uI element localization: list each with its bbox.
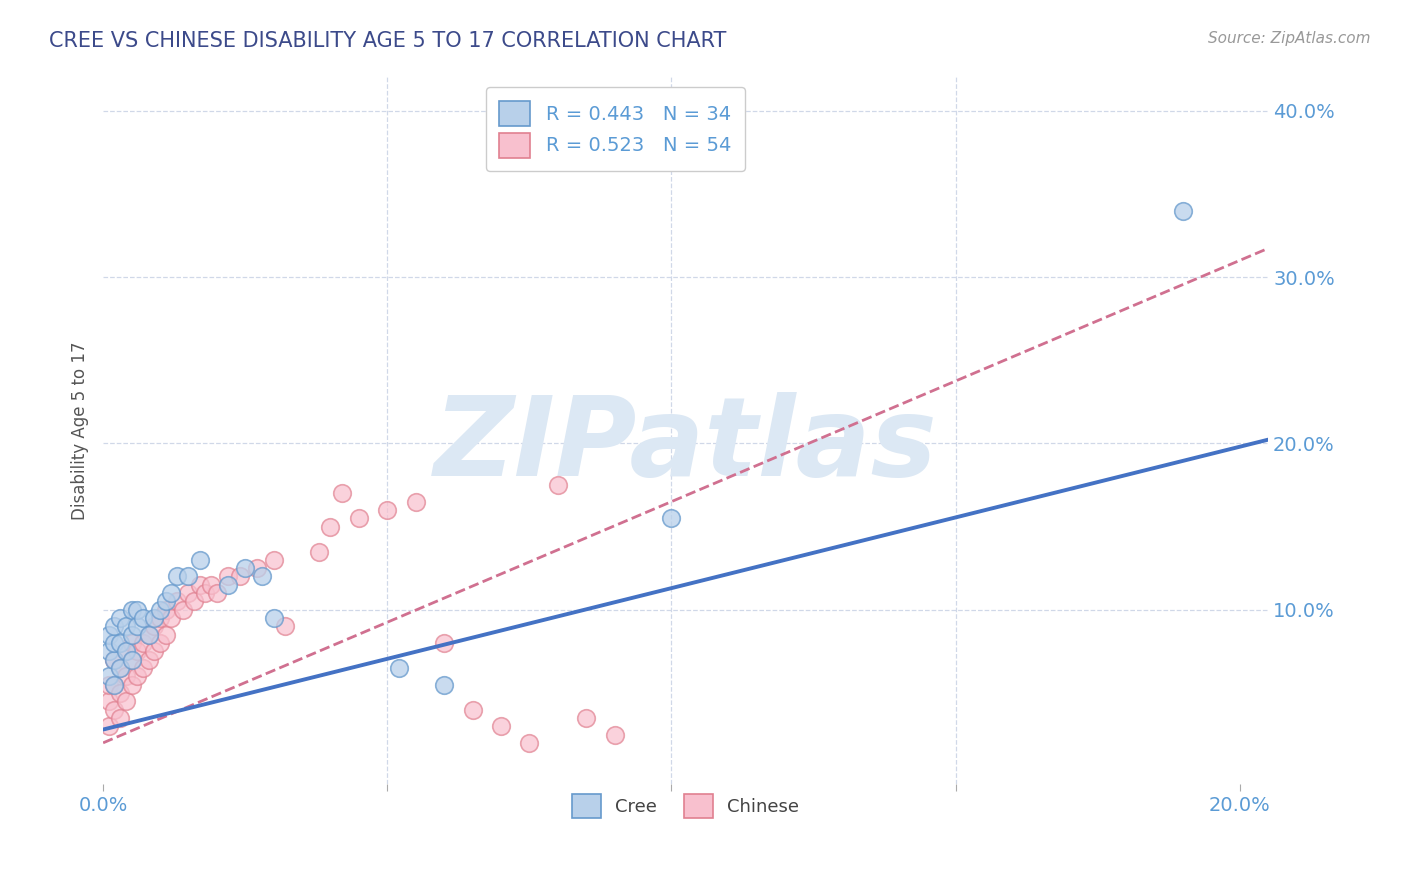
Point	[108, 611, 131, 625]
Point	[274, 619, 297, 633]
Point	[143, 644, 166, 658]
Point	[489, 719, 512, 733]
Point	[132, 636, 155, 650]
Point	[132, 611, 155, 625]
Point	[188, 578, 211, 592]
Point	[121, 678, 143, 692]
Text: Source: ZipAtlas.com: Source: ZipAtlas.com	[1208, 31, 1371, 46]
Point	[97, 644, 120, 658]
Point	[217, 569, 239, 583]
Point	[97, 678, 120, 692]
Point	[547, 478, 569, 492]
Point	[103, 619, 125, 633]
Point	[188, 553, 211, 567]
Point	[108, 686, 131, 700]
Point	[121, 636, 143, 650]
Point	[183, 594, 205, 608]
Point	[149, 603, 172, 617]
Point	[138, 653, 160, 667]
Point	[115, 644, 138, 658]
Point	[97, 628, 120, 642]
Point	[177, 569, 200, 583]
Point	[97, 694, 120, 708]
Point	[433, 678, 456, 692]
Point	[115, 644, 138, 658]
Point	[347, 511, 370, 525]
Point	[143, 611, 166, 625]
Point	[103, 653, 125, 667]
Point	[103, 702, 125, 716]
Point	[127, 644, 149, 658]
Point	[177, 586, 200, 600]
Point	[121, 653, 143, 667]
Text: CREE VS CHINESE DISABILITY AGE 5 TO 17 CORRELATION CHART: CREE VS CHINESE DISABILITY AGE 5 TO 17 C…	[49, 31, 727, 51]
Point	[149, 636, 172, 650]
Point	[127, 669, 149, 683]
Point	[160, 586, 183, 600]
Point	[166, 569, 188, 583]
Point	[108, 661, 131, 675]
Point	[160, 611, 183, 625]
Point	[388, 661, 411, 675]
Point	[319, 519, 342, 533]
Point	[405, 494, 427, 508]
Point	[138, 628, 160, 642]
Point	[245, 561, 267, 575]
Point	[143, 619, 166, 633]
Point	[233, 561, 256, 575]
Point	[132, 661, 155, 675]
Text: ZIPatlas: ZIPatlas	[434, 392, 938, 499]
Point	[194, 586, 217, 600]
Point	[228, 569, 250, 583]
Point	[200, 578, 222, 592]
Point	[155, 628, 177, 642]
Point	[330, 486, 353, 500]
Point	[138, 628, 160, 642]
Y-axis label: Disability Age 5 to 17: Disability Age 5 to 17	[72, 342, 89, 520]
Point	[103, 653, 125, 667]
Point	[205, 586, 228, 600]
Point	[263, 553, 285, 567]
Point	[517, 736, 540, 750]
Point	[252, 569, 274, 583]
Legend: Cree, Chinese: Cree, Chinese	[565, 788, 807, 825]
Point	[97, 719, 120, 733]
Point	[103, 678, 125, 692]
Point	[575, 711, 598, 725]
Point	[1171, 203, 1194, 218]
Point	[661, 511, 683, 525]
Point	[108, 661, 131, 675]
Point	[155, 603, 177, 617]
Point	[603, 727, 626, 741]
Point	[375, 503, 398, 517]
Point	[97, 669, 120, 683]
Point	[121, 653, 143, 667]
Point	[461, 702, 484, 716]
Point	[103, 678, 125, 692]
Point	[108, 711, 131, 725]
Point	[121, 603, 143, 617]
Point	[308, 544, 330, 558]
Point	[127, 619, 149, 633]
Point	[149, 611, 172, 625]
Point	[121, 628, 143, 642]
Point	[108, 636, 131, 650]
Point	[172, 603, 194, 617]
Point	[217, 578, 239, 592]
Point	[127, 603, 149, 617]
Point	[155, 594, 177, 608]
Point	[103, 636, 125, 650]
Point	[115, 619, 138, 633]
Point	[433, 636, 456, 650]
Point	[263, 611, 285, 625]
Point	[115, 694, 138, 708]
Point	[115, 669, 138, 683]
Point	[166, 594, 188, 608]
